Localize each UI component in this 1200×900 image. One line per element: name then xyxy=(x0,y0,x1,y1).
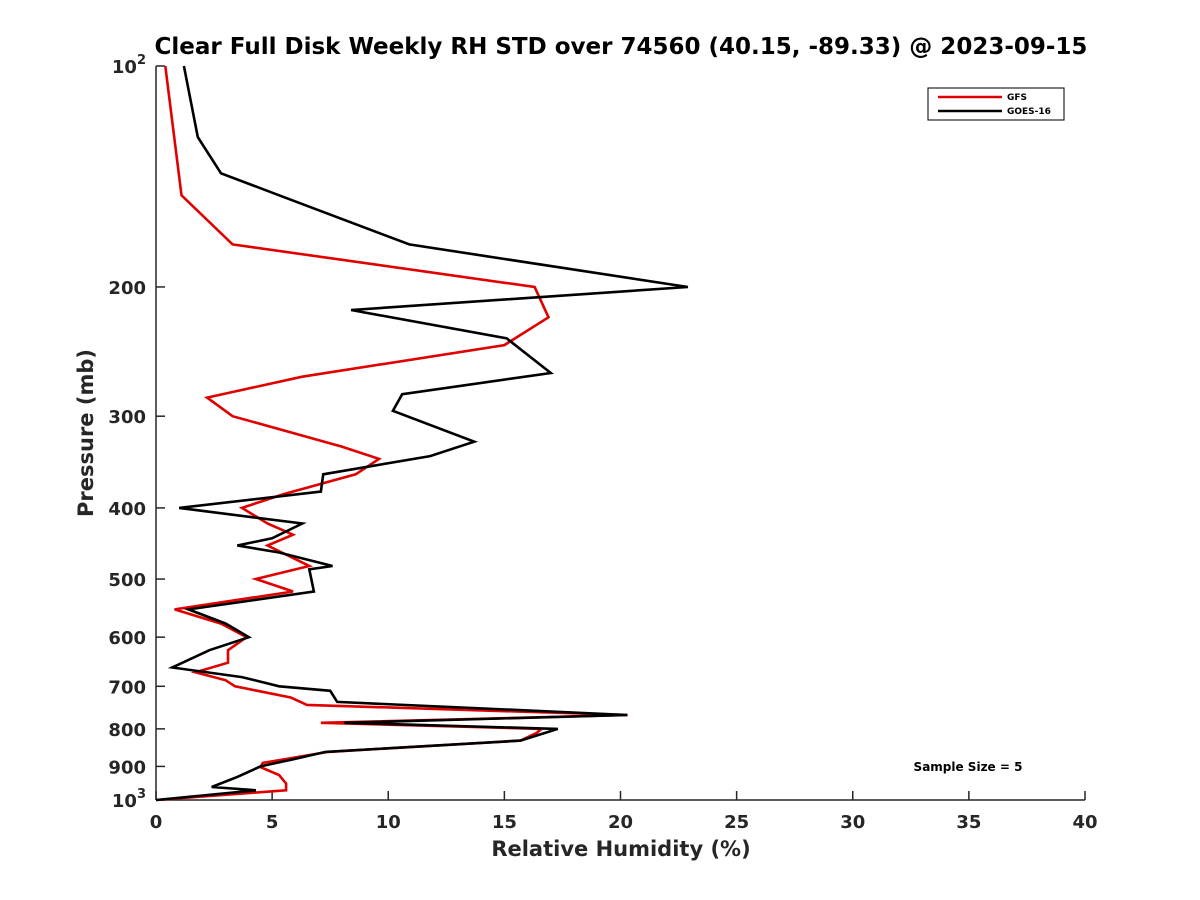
y-tick-label: 103 xyxy=(112,787,146,812)
y-tick-label: 900 xyxy=(108,757,146,778)
sample-size-annotation: Sample Size = 5 xyxy=(914,760,1023,774)
legend-label-gfs: GFS xyxy=(1007,93,1027,103)
legend-box xyxy=(927,87,1065,121)
x-axis-label: Relative Humidity (%) xyxy=(491,837,750,861)
series-line-goes-16 xyxy=(155,65,689,802)
plot-area: 0 5 10 15 20 25 30 35 40 102 200 300 400 500 600 700 80… xyxy=(108,53,1097,833)
y-tick-label: 800 xyxy=(108,720,146,741)
x-tick-label: 20 xyxy=(608,812,633,833)
y-axis-label: Pressure (mb) xyxy=(74,349,98,517)
y-tick-label: 400 xyxy=(108,499,146,520)
x-tick-label: 40 xyxy=(1072,812,1097,833)
y-tick-label: 500 xyxy=(108,570,146,591)
x-tick-label: 0 xyxy=(150,812,163,833)
x-tick-label: 35 xyxy=(956,812,981,833)
y-tick-label: 300 xyxy=(108,407,146,428)
y-tick-label: 700 xyxy=(108,677,146,698)
legend: GFS GOES-16 xyxy=(927,87,1065,121)
y-tick-label: 102 xyxy=(112,53,146,78)
x-tick-label: 10 xyxy=(376,812,401,833)
legend-label-goes16: GOES-16 xyxy=(1007,107,1051,117)
y-tick-label: 600 xyxy=(108,628,146,649)
x-tick-label: 30 xyxy=(840,812,865,833)
x-tick-label: 5 xyxy=(266,812,279,833)
chart-title: Clear Full Disk Weekly RH STD over 74560… xyxy=(155,34,1088,60)
x-tick-label: 25 xyxy=(724,812,749,833)
y-axis-ticks: 102 200 300 400 500 600 700 800 900 103 xyxy=(108,53,165,812)
y-tick-label: 200 xyxy=(108,278,146,299)
series-lines xyxy=(155,65,689,802)
x-axis-ticks: 0 5 10 15 20 25 30 35 40 xyxy=(150,791,1098,833)
x-tick-label: 15 xyxy=(492,812,517,833)
